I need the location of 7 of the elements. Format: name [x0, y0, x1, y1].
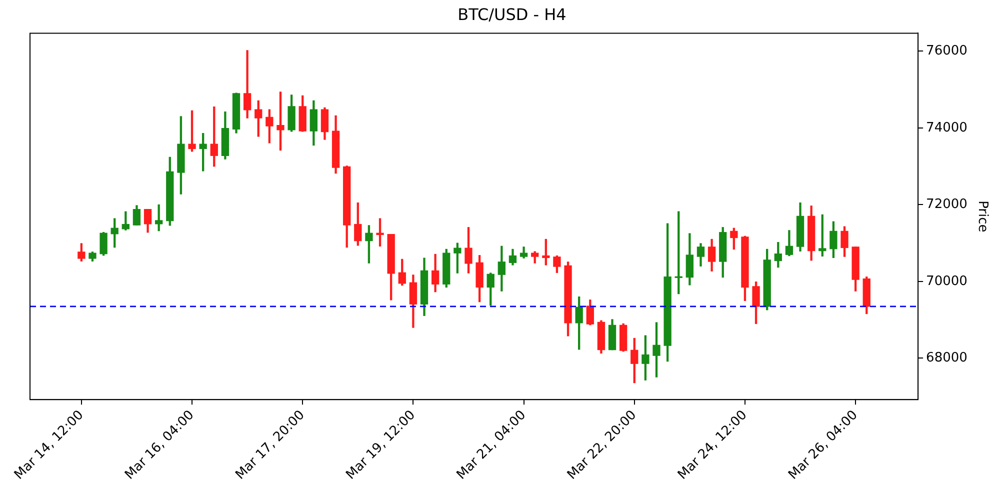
y-tick-label: 68000 [926, 350, 968, 366]
chart-title: BTC/USD - H4 [458, 4, 566, 24]
y-tick-label: 76000 [926, 44, 968, 59]
y-axis-title: Price [974, 200, 990, 232]
y-tick-label: 70000 [926, 274, 968, 289]
y-tick-label: 74000 [926, 120, 968, 136]
y-tick-label: 72000 [926, 197, 968, 212]
